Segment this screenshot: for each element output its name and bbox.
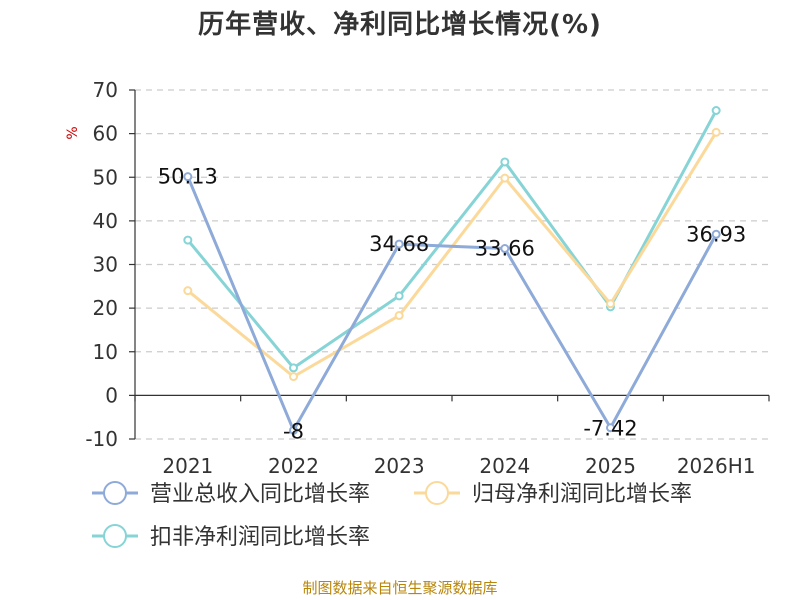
data-point xyxy=(183,286,193,296)
data-point xyxy=(711,127,721,137)
y-tick-label: 20 xyxy=(93,296,118,320)
data-label: 34.68 xyxy=(369,232,429,256)
y-tick-label: 70 xyxy=(93,78,118,102)
y-tick-label: -10 xyxy=(85,427,118,451)
y-tick-label: 60 xyxy=(93,122,118,146)
data-label: -8 xyxy=(283,419,304,443)
legend-marker-icon xyxy=(425,481,449,505)
grid-lines xyxy=(135,89,769,440)
x-tick-label: 2026H1 xyxy=(677,454,756,478)
y-tick-label: 30 xyxy=(93,253,118,277)
data-point xyxy=(500,244,510,254)
y-tick-label: 0 xyxy=(105,383,118,407)
chart-title: 历年营收、净利同比增长情况(%) xyxy=(198,10,602,40)
data-point xyxy=(711,106,721,116)
data-point xyxy=(289,372,298,382)
legend-label: 扣非净利润同比增长率 xyxy=(150,525,370,550)
legend-label: 营业总收入同比增长率 xyxy=(150,482,370,507)
data-label: 36.93 xyxy=(686,222,746,246)
data-point xyxy=(183,172,193,182)
data-point xyxy=(394,239,404,249)
legend-marker-icon xyxy=(103,524,127,548)
data-point xyxy=(289,363,298,373)
series-line-2 xyxy=(186,130,718,379)
y-axis-unit: % xyxy=(65,126,81,139)
data-point xyxy=(394,291,404,301)
series-line-1 xyxy=(186,175,718,432)
y-tick-label: 10 xyxy=(93,340,118,364)
data-point xyxy=(394,311,404,321)
source-note: 制图数据来自恒生聚源数据库 xyxy=(302,579,498,597)
legend-label: 归母净利润同比增长率 xyxy=(472,482,692,507)
x-tick-label: 2025 xyxy=(585,454,636,478)
data-labels: 50.13 -8 34.68 33.66 -7.42 36.93 xyxy=(158,165,746,444)
x-tick-label: 2024 xyxy=(479,454,530,478)
x-tick-label: 2022 xyxy=(268,454,319,478)
y-tick-label: 40 xyxy=(93,209,118,233)
data-label: 50.13 xyxy=(158,165,218,189)
legend-marker-icon xyxy=(103,481,127,505)
data-point xyxy=(500,157,510,167)
axes: -10 0 10 20 30 40 50 60 70 2021 2022 2023 2024 2025 20… xyxy=(65,78,770,478)
data-point xyxy=(711,229,721,239)
series-lines xyxy=(183,106,721,435)
x-tick-label: 2023 xyxy=(374,454,425,478)
data-label: -7.42 xyxy=(583,417,637,441)
data-point xyxy=(289,425,298,435)
data-point xyxy=(606,299,615,309)
data-label: 33.66 xyxy=(475,237,535,261)
y-tick-label: 50 xyxy=(93,165,118,189)
data-point xyxy=(183,235,193,245)
series-line-3 xyxy=(186,109,718,370)
data-point xyxy=(606,423,615,433)
data-point xyxy=(500,173,510,183)
x-tick-label: 2021 xyxy=(162,454,213,478)
